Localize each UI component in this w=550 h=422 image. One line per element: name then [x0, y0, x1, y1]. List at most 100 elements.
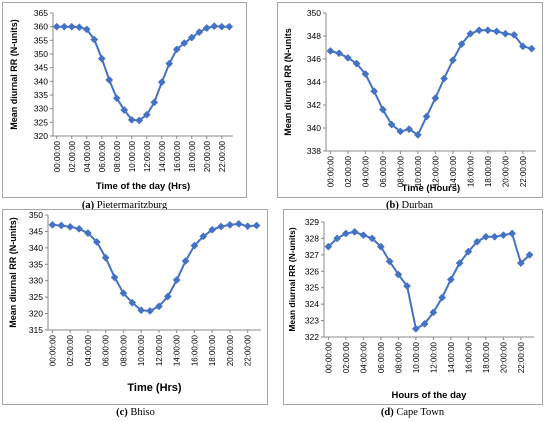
y-tick-label: 360: [34, 22, 48, 32]
data-point: [525, 250, 534, 259]
data-point: [243, 222, 252, 231]
data-point: [326, 46, 335, 55]
y-tick-label: 325: [29, 292, 43, 302]
data-point: [146, 306, 155, 315]
x-tick-label: 14:00:00: [447, 341, 456, 373]
x-tick-label: 04:00:00: [83, 140, 92, 172]
data-point: [387, 120, 396, 129]
x-tick-label: 18:00:00: [484, 155, 493, 187]
y-tick-label: 340: [34, 76, 48, 86]
data-point: [66, 222, 75, 231]
data-point: [516, 259, 525, 268]
caption-b-name: Durban: [401, 200, 433, 211]
x-tick-label: 14:00:00: [173, 334, 182, 366]
y-tick-label: 327: [305, 250, 319, 260]
data-point: [135, 116, 144, 125]
data-point: [187, 33, 196, 42]
y-tick-label: 345: [34, 63, 48, 73]
data-point: [446, 275, 455, 284]
x-tick-label: 08:00:00: [394, 341, 403, 373]
data-point: [440, 74, 449, 83]
data-point: [457, 40, 466, 49]
data-point: [172, 276, 181, 285]
caption-a-tag: (a): [81, 200, 95, 211]
y-tick-label: 340: [29, 243, 43, 253]
data-point: [527, 44, 536, 53]
x-tick-label: 10:00:00: [137, 334, 146, 366]
x-tick-label: 08:00:00: [119, 334, 128, 366]
data-point: [396, 127, 405, 136]
x-tick-label: 18:00:00: [208, 334, 217, 366]
data-point: [510, 30, 519, 39]
x-tick-label: 20:00:00: [499, 341, 508, 373]
x-tick-label: 08:00:00: [396, 155, 405, 187]
data-point: [190, 241, 199, 250]
data-point: [376, 242, 385, 251]
caption-a: (a) Pietermaritzburg: [0, 200, 262, 211]
data-point: [120, 106, 129, 114]
data-point: [343, 53, 352, 62]
data-point: [180, 39, 189, 48]
x-tick-label: 18:00:00: [188, 140, 197, 172]
x-tick-label: 12:00:00: [143, 140, 152, 172]
data-point: [60, 22, 69, 31]
caption-d-name: Cape Town: [396, 407, 445, 418]
x-tick-label: 20:00:00: [501, 155, 510, 187]
y-tick-label: 350: [307, 8, 321, 18]
x-tick-label: 22:00:00: [218, 140, 227, 172]
data-point: [252, 221, 261, 230]
y-tick-label: 330: [29, 276, 43, 286]
y-axis-label-d: Mean diurnal RR (N-units): [287, 227, 297, 332]
x-tick-label: 10:00:00: [412, 341, 421, 373]
data-point: [370, 87, 379, 96]
data-point: [499, 231, 508, 240]
x-tick-label: 00:00:00: [324, 341, 333, 373]
y-axis-label-b: Mean diurnal RR (N-units: [283, 28, 293, 136]
y-tick-label: 345: [29, 226, 43, 236]
chart-panel-d: 322 323 324 325 326 327 328 329 00:00:00 02:00:00…: [283, 209, 543, 405]
data-point: [405, 125, 414, 134]
data-point: [48, 220, 57, 229]
y-tick-label: 320: [29, 309, 43, 319]
chart-panel-b: 338 340 342 344 346 348 350 00:00:00 02:00:00 04:…: [277, 2, 543, 198]
x-tick-label: 20:00:00: [226, 334, 235, 366]
x-tick-label: 04:00:00: [359, 341, 368, 373]
data-point: [352, 59, 361, 68]
y-tick-label: 338: [307, 146, 321, 156]
data-point: [101, 253, 110, 262]
data-point: [225, 22, 234, 31]
caption-c-name: Bhiso: [130, 407, 155, 418]
x-tick-label: 22:00:00: [244, 334, 253, 366]
series-line-c: [52, 222, 257, 312]
y-tick-label: 322: [305, 332, 319, 342]
x-tick-label: 12:00:00: [155, 334, 164, 366]
chart-svg-c: 315 320 325 330 335 340 345 350 00:00:00 02:00:00…: [8, 210, 261, 394]
x-tick-label: 12:00:00: [429, 341, 438, 373]
chart-svg-b: 338 340 342 344 346 348 350 00:00:00 02:00:00 04:…: [283, 8, 536, 194]
y-tick-label: 350: [34, 49, 48, 59]
data-point: [413, 130, 422, 139]
y-tick-label: 346: [307, 54, 321, 64]
chart-panel-c: 315 320 325 330 335 340 345 350 00:00:00 02:00:00…: [2, 209, 268, 405]
data-point: [350, 227, 359, 236]
x-tick-label: 00:00:00: [326, 155, 335, 187]
data-point: [83, 229, 92, 238]
data-point: [455, 259, 464, 268]
y-tick-label: 325: [305, 283, 319, 293]
data-point: [335, 49, 344, 58]
data-point: [361, 69, 370, 78]
data-point: [234, 219, 243, 228]
x-tick-label: 16:00:00: [464, 341, 473, 373]
x-tick-label: 02:00:00: [344, 155, 353, 187]
data-point: [195, 28, 204, 37]
y-tick-label: 315: [29, 325, 43, 335]
x-axis-label-d: Hours of the day: [392, 390, 468, 401]
chart-svg-a: 320 325 330 335 340 345 350 355 360 365 00:00:00 02…: [9, 8, 234, 192]
y-tick-label: 324: [305, 299, 319, 309]
data-point: [210, 22, 219, 31]
y-axis-label-a: Mean diurnal RR (N-units): [9, 19, 19, 130]
data-point: [422, 112, 431, 121]
x-tick-label: 12:00:00: [431, 155, 440, 187]
x-tick-label: 06:00:00: [377, 341, 386, 373]
y-tick-label: 320: [34, 131, 48, 141]
